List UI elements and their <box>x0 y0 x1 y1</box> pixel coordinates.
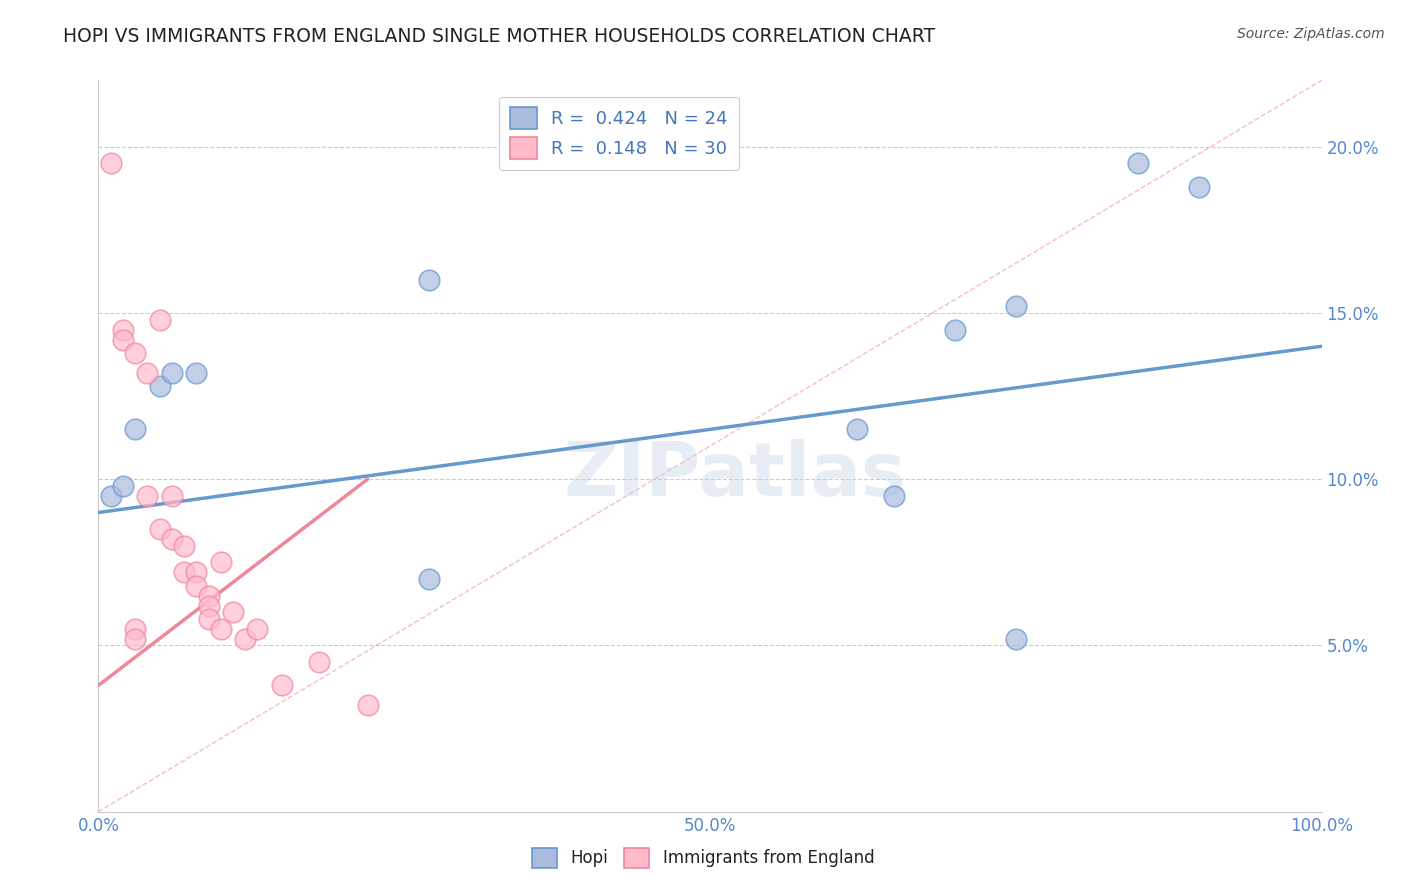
Point <box>149 312 172 326</box>
Point <box>1128 156 1150 170</box>
Point <box>100 489 122 503</box>
Point <box>124 422 146 436</box>
Point <box>209 622 232 636</box>
Point <box>233 632 256 646</box>
Point <box>197 612 219 626</box>
Point <box>845 422 868 436</box>
Point <box>124 632 146 646</box>
Point <box>308 655 330 669</box>
Point <box>149 522 172 536</box>
Point <box>197 599 219 613</box>
Point <box>1004 299 1026 313</box>
Point <box>246 622 269 636</box>
Point <box>173 566 195 580</box>
Point <box>222 605 245 619</box>
Point <box>100 156 122 170</box>
Point <box>270 678 294 692</box>
Text: Source: ZipAtlas.com: Source: ZipAtlas.com <box>1237 27 1385 41</box>
Point <box>209 555 232 569</box>
Point <box>883 489 905 503</box>
Point <box>173 539 195 553</box>
Point <box>124 622 146 636</box>
Legend: R =  0.424   N = 24, R =  0.148   N = 30: R = 0.424 N = 24, R = 0.148 N = 30 <box>499 96 738 169</box>
Text: ZIPatlas: ZIPatlas <box>564 439 905 512</box>
Text: HOPI VS IMMIGRANTS FROM ENGLAND SINGLE MOTHER HOUSEHOLDS CORRELATION CHART: HOPI VS IMMIGRANTS FROM ENGLAND SINGLE M… <box>63 27 935 45</box>
Point <box>149 379 172 393</box>
Point <box>943 323 966 337</box>
Point <box>1004 632 1026 646</box>
Point <box>160 532 183 546</box>
Point <box>1188 179 1211 194</box>
Point <box>111 333 134 347</box>
Legend: Hopi, Immigrants from England: Hopi, Immigrants from England <box>524 841 882 875</box>
Point <box>418 572 440 586</box>
Point <box>197 589 219 603</box>
Point <box>136 366 159 380</box>
Point <box>186 366 208 380</box>
Point <box>160 489 183 503</box>
Point <box>418 273 440 287</box>
Point <box>136 489 159 503</box>
Point <box>111 479 134 493</box>
Point <box>160 366 183 380</box>
Point <box>186 566 208 580</box>
Point <box>124 346 146 360</box>
Point <box>111 323 134 337</box>
Point <box>186 579 208 593</box>
Point <box>356 698 378 713</box>
